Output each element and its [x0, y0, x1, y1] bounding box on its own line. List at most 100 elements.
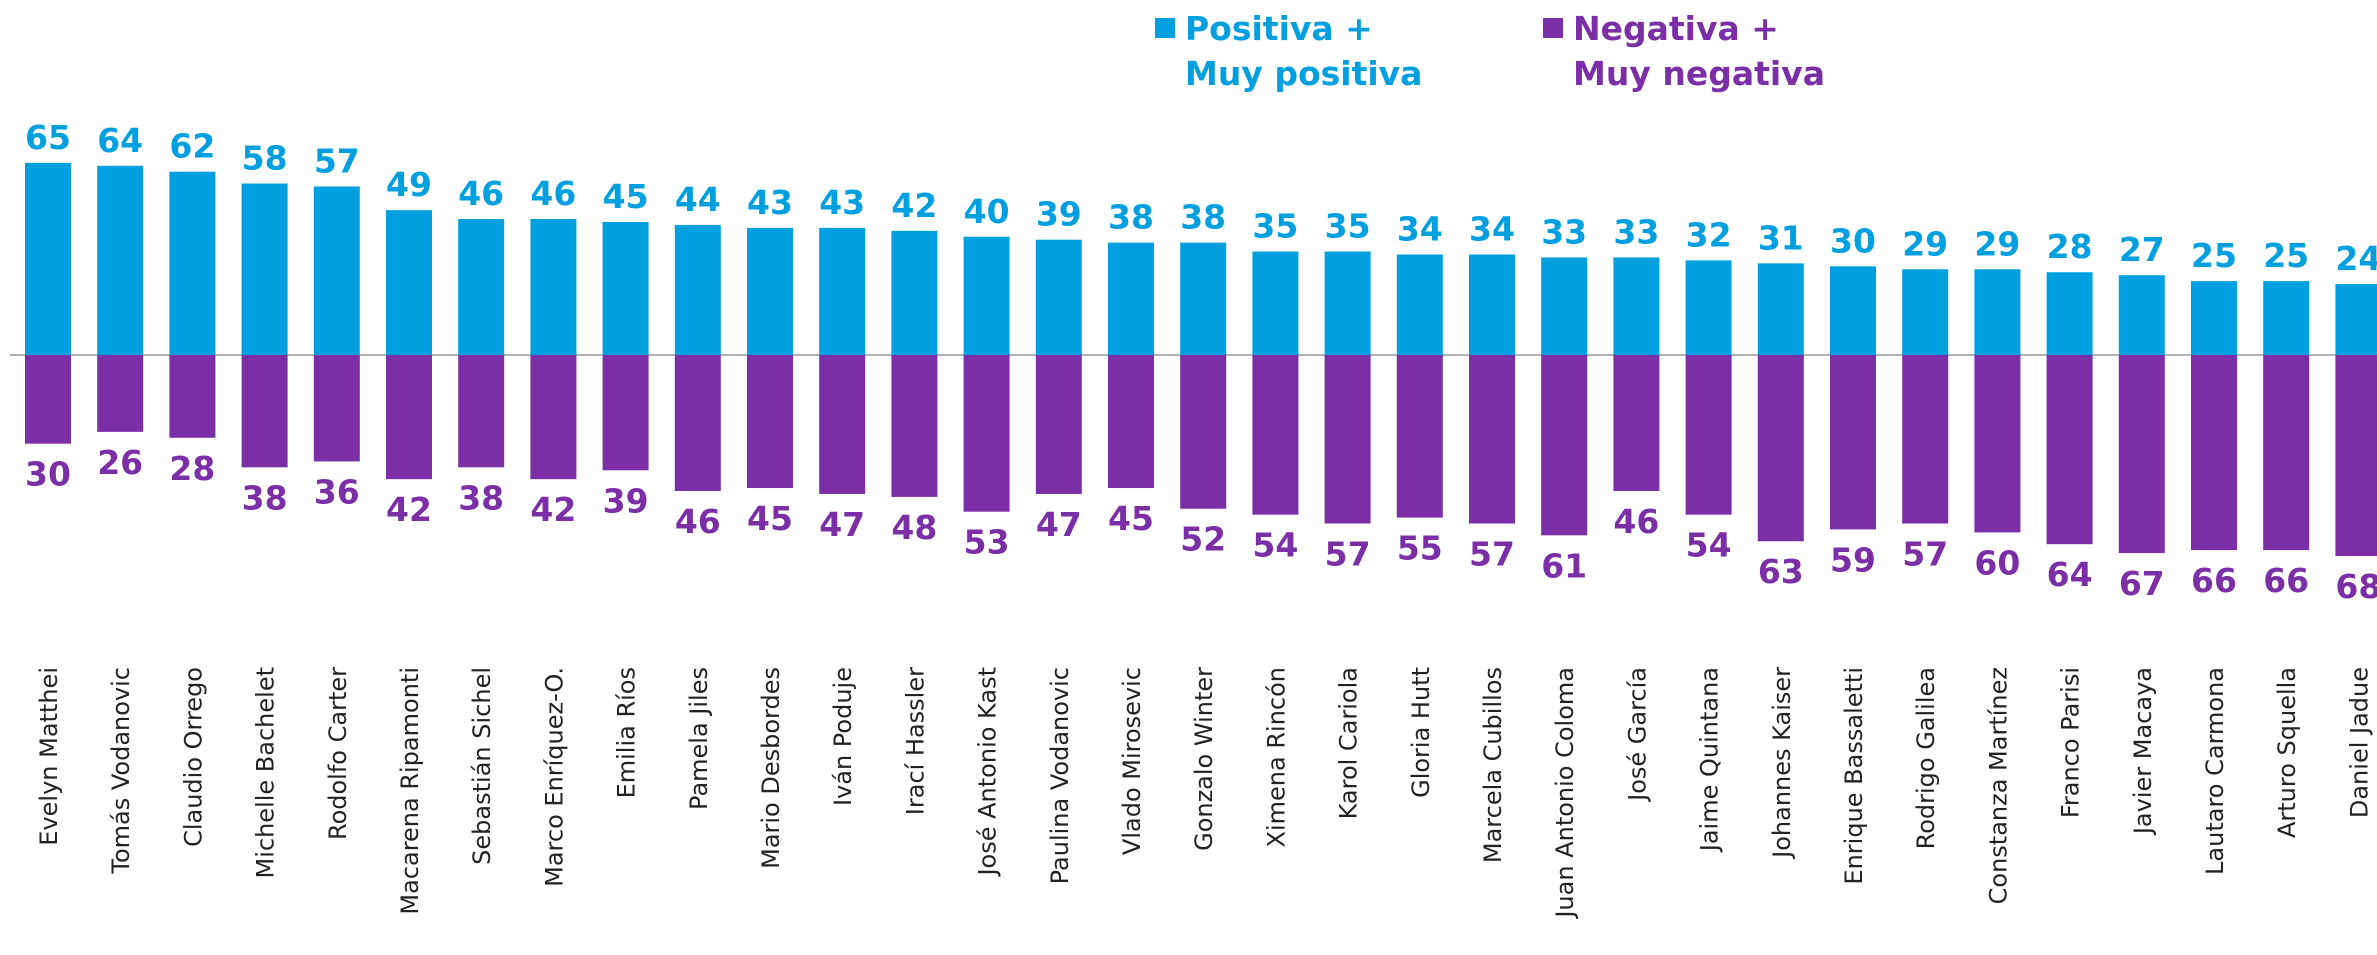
x-tick-label: Michelle Bachelet [252, 667, 280, 878]
value-label: 53 [964, 523, 1010, 562]
value-label: 57 [1325, 535, 1371, 574]
bar [1396, 254, 1443, 355]
value-label: 27 [2119, 230, 2165, 269]
value-label: 42 [530, 490, 576, 529]
bar [819, 355, 866, 494]
x-tick-label: José Antonio Kast [974, 667, 1002, 878]
bar [25, 162, 71, 355]
value-label: 30 [25, 455, 71, 494]
x-tick-label: Marco Enríquez-O. [540, 667, 568, 887]
x-tick-label: Vlado Mirosevic [1118, 667, 1146, 855]
value-label: 55 [1397, 529, 1443, 568]
bar [1974, 355, 2021, 533]
bar [747, 355, 793, 489]
bar [674, 355, 721, 491]
bar [1685, 260, 1732, 355]
value-label: 59 [1830, 540, 1876, 579]
value-label: 38 [1180, 198, 1226, 237]
value-label: 34 [1397, 209, 1443, 248]
bar [2263, 281, 2310, 355]
bar [2191, 355, 2237, 551]
bar [530, 219, 577, 355]
value-label: 58 [242, 139, 288, 178]
bar [602, 355, 649, 471]
value-label: 38 [242, 478, 288, 517]
value-label: 64 [2047, 555, 2093, 594]
bar [1757, 355, 1804, 542]
bar [1830, 266, 1876, 355]
value-label: 45 [747, 499, 793, 538]
value-label: 35 [1252, 207, 1298, 246]
value-label: 66 [2263, 561, 2309, 600]
bar [1324, 355, 1371, 524]
x-tick-label: Karol Cariola [1335, 667, 1363, 819]
x-tick-label: Juan Antonio Coloma [1551, 667, 1579, 920]
value-label: 39 [603, 481, 649, 520]
value-label: 30 [1830, 221, 1876, 260]
value-label: 54 [1252, 526, 1298, 565]
bar [2046, 355, 2093, 545]
x-tick-label: Irací Hassler [901, 667, 929, 815]
x-tick-label: Franco Parisi [2057, 667, 2085, 818]
value-label: 57 [1469, 535, 1515, 574]
bar [674, 224, 721, 355]
value-label: 63 [1758, 552, 1804, 591]
value-label: 64 [97, 121, 143, 160]
bar [1757, 263, 1804, 355]
bar [2118, 355, 2165, 554]
value-label: 31 [1758, 218, 1804, 257]
value-label: 67 [2119, 564, 2165, 603]
bar [169, 355, 216, 438]
value-label: 29 [1902, 224, 1948, 263]
value-label: 47 [819, 505, 865, 544]
bar [458, 219, 505, 355]
value-label: 25 [2263, 236, 2309, 275]
value-label: 40 [964, 192, 1010, 231]
value-label: 57 [314, 141, 360, 180]
value-label: 46 [1613, 502, 1659, 541]
value-label: 43 [747, 183, 793, 222]
bar [313, 355, 360, 462]
bar [458, 355, 505, 468]
bar [241, 355, 288, 468]
value-label: 24 [2335, 239, 2377, 278]
value-label: 62 [169, 127, 215, 166]
bar [2335, 355, 2377, 557]
value-label: 26 [97, 443, 143, 482]
x-tick-label: Evelyn Matthei [35, 667, 63, 846]
value-label: 44 [675, 180, 721, 219]
bar [97, 355, 144, 432]
value-label: 52 [1180, 520, 1226, 559]
x-tick-label: Tomás Vodanovic [107, 667, 135, 875]
bar [1180, 242, 1227, 355]
x-tick-label: Rodrigo Galilea [1912, 667, 1940, 849]
bar [1469, 254, 1515, 355]
x-tick-label: Marcela Cubillos [1479, 667, 1507, 863]
value-label: 42 [386, 490, 432, 529]
value-label: 33 [1613, 212, 1659, 251]
value-label: 66 [2191, 561, 2237, 600]
x-tick-label: Jaime Quintana [1696, 667, 1724, 853]
bar [1324, 251, 1371, 355]
bar [1685, 355, 1732, 515]
bar [530, 355, 577, 480]
x-tick-label: Emilia Ríos [613, 667, 641, 798]
x-tick-label: Rodolfo Carter [324, 667, 352, 840]
bar [97, 165, 144, 355]
bar [963, 236, 1010, 355]
value-label: 45 [1108, 499, 1154, 538]
bar [891, 355, 938, 497]
bar [963, 355, 1010, 512]
bar [2118, 275, 2165, 355]
value-label: 47 [1036, 505, 1082, 544]
bar [2335, 284, 2377, 355]
bar [1541, 257, 1588, 355]
x-tick-label: Enrique Bassaletti [1840, 667, 1868, 885]
value-label: 46 [458, 174, 504, 213]
x-tick-label: Constanza Martínez [1984, 667, 2012, 904]
x-tick-label: José García [1623, 667, 1651, 803]
x-tick-label: Gonzalo Winter [1190, 667, 1218, 851]
bar [1830, 355, 1876, 530]
